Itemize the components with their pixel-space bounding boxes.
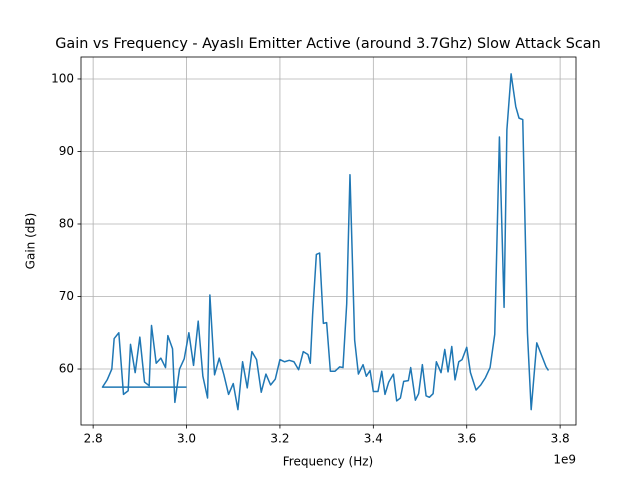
y-tick-label: 90 [59,144,74,158]
y-tick-label: 80 [59,216,74,230]
data-line [101,73,550,411]
y-tick-label: 70 [59,289,74,303]
x-axis-label: Frequency (Hz) [283,455,374,469]
y-axis-label: Gain (dB) [24,213,38,270]
y-tick-label: 60 [59,362,74,376]
x-tick-label: 3.2 [270,432,289,446]
x-tick-label: 3.6 [457,432,476,446]
x-tick-label: 3.0 [177,432,196,446]
chart-title: Gain vs Frequency - Ayaslı Emitter Activ… [55,36,601,52]
y-tick-label: 100 [51,71,74,85]
x-tick-label: 3.4 [364,432,383,446]
x-tick-label: 2.8 [84,432,103,446]
x-offset-label: 1e9 [553,453,576,467]
x-tick-label: 3.8 [551,432,570,446]
axes-frame [80,56,577,426]
